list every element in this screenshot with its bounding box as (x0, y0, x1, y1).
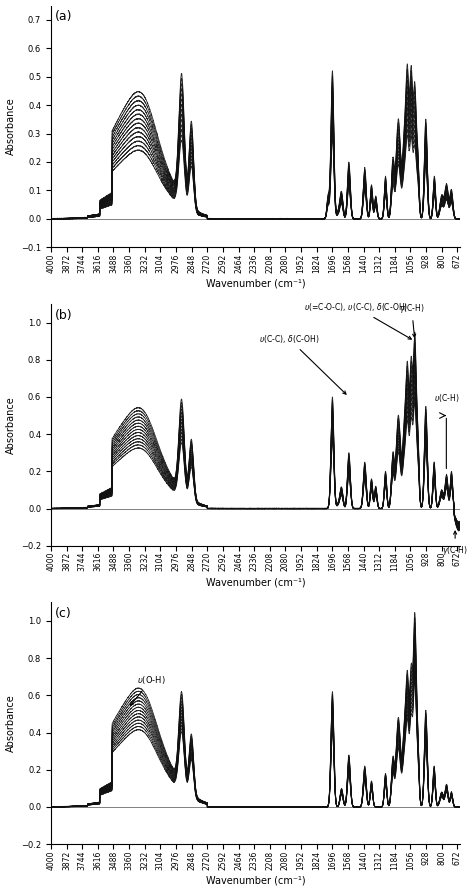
Text: (b): (b) (55, 309, 73, 322)
Y-axis label: Absorbance: Absorbance (6, 396, 16, 454)
Text: (a): (a) (55, 11, 73, 23)
X-axis label: Wavenumber (cm⁻¹): Wavenumber (cm⁻¹) (206, 279, 305, 289)
Text: $\upsilon$(=C-O-C), $\upsilon$(C-C), $\delta$(C-OH): $\upsilon$(=C-O-C), $\upsilon$(C-C), $\d… (304, 301, 411, 339)
Text: $\gamma$(C-H): $\gamma$(C-H) (442, 531, 468, 557)
Y-axis label: Absorbance: Absorbance (6, 694, 16, 752)
Y-axis label: Absorbance: Absorbance (6, 97, 16, 155)
Text: $\gamma$(C-H): $\gamma$(C-H) (399, 302, 425, 337)
X-axis label: Wavenumber (cm⁻¹): Wavenumber (cm⁻¹) (206, 876, 305, 886)
X-axis label: Wavenumber (cm⁻¹): Wavenumber (cm⁻¹) (206, 577, 305, 587)
Text: (c): (c) (55, 608, 72, 620)
Text: $\upsilon$(C-C), $\delta$(C-OH): $\upsilon$(C-C), $\delta$(C-OH) (259, 333, 346, 394)
Text: $\upsilon$(C-H): $\upsilon$(C-H) (434, 392, 459, 405)
Text: $\upsilon$(O-H): $\upsilon$(O-H) (130, 674, 165, 706)
